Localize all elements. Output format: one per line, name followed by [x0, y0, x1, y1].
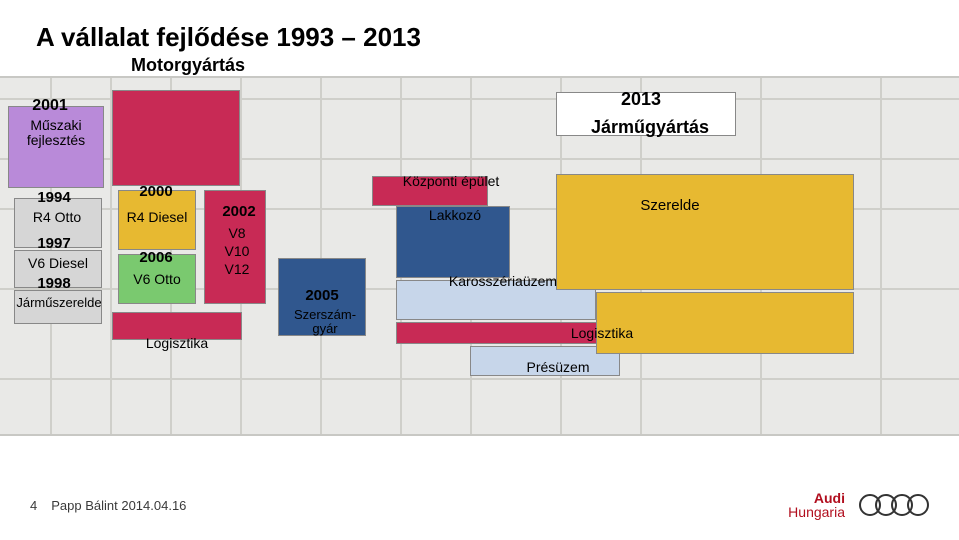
label-l-2013: 2013 [596, 90, 686, 109]
label-l-kozponti: Központi épület [376, 174, 526, 189]
label-l-r4diesel: R4 Diesel [118, 210, 196, 225]
label-l-2005: 2005 [296, 288, 348, 304]
label-l-jarmuszerelde: Járműszerelde [4, 296, 114, 310]
building-motor-a [112, 90, 240, 186]
label-l-2000: 2000 [126, 184, 186, 200]
label-l-logisztika2: Logisztika [552, 326, 652, 341]
label-l-1997: 1997 [22, 236, 86, 252]
label-l-jarmugyartas: Járműgyártás [560, 118, 740, 137]
author-date: Papp Bálint 2014.04.16 [51, 498, 186, 513]
label-l-r4otto: R4 Otto [22, 210, 92, 225]
label-l-1998: 1998 [22, 276, 86, 292]
brand-text: Audi Hungaria [788, 491, 845, 519]
brand-line1: Audi [788, 491, 845, 505]
label-l-2002: 2002 [214, 204, 264, 220]
audi-rings-icon [859, 494, 929, 516]
road-h [0, 378, 959, 380]
label-l-v8: V8 [222, 226, 252, 241]
site-map: Motorgyártás2001Műszaki fejlesztés1994R4… [0, 76, 959, 436]
label-l-szerszam: Szerszám-gyár [282, 308, 368, 335]
label-l-karosszeria: Karosszériaüzem [418, 274, 588, 289]
label-l-v6otto: V6 Otto [122, 272, 192, 287]
page-number: 4 [30, 498, 37, 513]
label-l-presuzem: Présüzem [508, 360, 608, 375]
slide-title: A vállalat fejlődése 1993 – 2013 [36, 22, 421, 53]
footer-left: 4 Papp Bálint 2014.04.16 [30, 498, 186, 513]
label-l-szerelde: Szerelde [620, 198, 720, 214]
label-l-1994: 1994 [22, 190, 86, 206]
road-v [320, 78, 322, 434]
label-l-2001: 2001 [18, 98, 82, 115]
label-l-v6diesel: V6 Diesel [18, 256, 98, 271]
label-l-muszaki: Műszaki fejlesztés [8, 118, 104, 147]
building-szerelde [556, 174, 854, 290]
footer: 4 Papp Bálint 2014.04.16 Audi Hungaria [0, 480, 959, 540]
building-szerelde-ext [596, 292, 854, 354]
label-l-motorgyartas: Motorgyártás [108, 56, 268, 75]
label-l-logisztika1: Logisztika [122, 336, 232, 351]
label-l-v10: V10 [218, 244, 256, 259]
label-l-2006: 2006 [126, 250, 186, 266]
road-v [880, 78, 882, 434]
brand-line2: Hungaria [788, 505, 845, 519]
label-l-v12: V12 [218, 262, 256, 277]
footer-right: Audi Hungaria [788, 491, 929, 519]
label-l-lakkozo: Lakkozó [410, 208, 500, 223]
slide: A vállalat fejlődése 1993 – 2013 Motorgy… [0, 0, 959, 540]
